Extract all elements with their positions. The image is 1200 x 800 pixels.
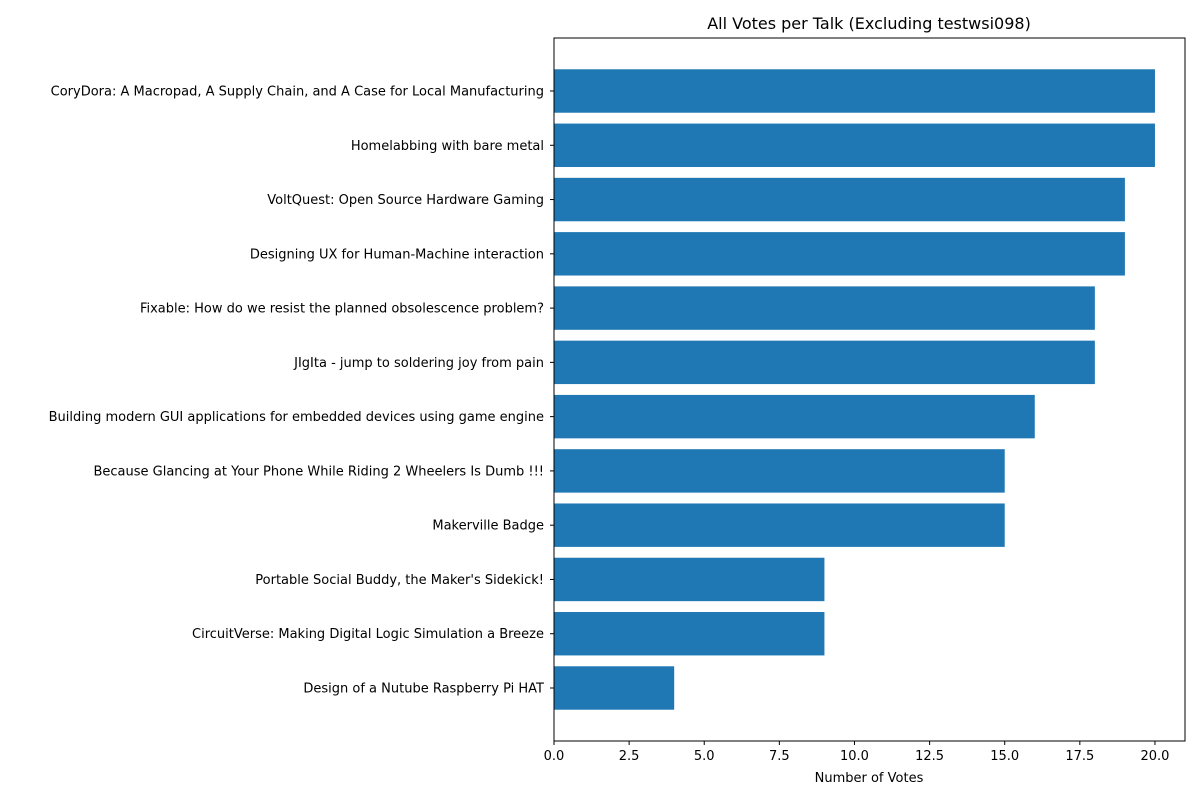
x-tick-label: 10.0 <box>840 749 869 764</box>
plot-frame <box>553 37 1186 742</box>
bar-10 <box>554 557 825 602</box>
x-tick-label: 20.0 <box>1140 749 1169 764</box>
x-tick-label: 7.5 <box>769 749 790 764</box>
category-label: JIgIta - jump to soldering joy from pain <box>293 356 544 371</box>
chart-title: All Votes per Talk (Excluding testwsi098… <box>707 14 1031 33</box>
category-label: Homelabbing with bare metal <box>351 139 544 154</box>
category-label: Portable Social Buddy, the Maker's Sidek… <box>255 573 544 588</box>
bars-group <box>554 69 1155 710</box>
bar-7 <box>554 394 1035 439</box>
x-tick-label: 2.5 <box>619 749 640 764</box>
category-label: Because Glancing at Your Phone While Rid… <box>93 464 544 479</box>
bar-1 <box>554 69 1155 113</box>
bar-4 <box>554 232 1125 276</box>
x-axis-ticks: 0.0 2.5 5.0 7.5 10.0 12.5 15.0 17.5 20.0 <box>544 741 1169 764</box>
x-tick-label: 0.0 <box>544 749 565 764</box>
bar-2 <box>554 123 1155 167</box>
x-tick-label: 15.0 <box>990 749 1019 764</box>
category-labels: CoryDora: A Macropad, A Supply Chain, an… <box>49 85 554 697</box>
category-label: CoryDora: A Macropad, A Supply Chain, an… <box>51 85 544 100</box>
category-label: CircuitVerse: Making Digital Logic Simul… <box>192 627 544 642</box>
category-label: Design of a Nutube Raspberry Pi HAT <box>303 682 544 697</box>
category-label: Designing UX for Human-Machine interacti… <box>250 247 544 262</box>
bar-12 <box>554 666 675 710</box>
category-label: Building modern GUI applications for emb… <box>49 410 544 425</box>
x-tick-label: 5.0 <box>694 749 715 764</box>
bar-3 <box>554 177 1125 222</box>
bar-8 <box>554 449 1005 493</box>
x-tick-label: 17.5 <box>1065 749 1094 764</box>
bar-9 <box>554 503 1005 547</box>
bar-11 <box>554 612 825 656</box>
bar-5 <box>554 286 1095 330</box>
category-label: VoltQuest: Open Source Hardware Gaming <box>267 193 544 208</box>
category-label: Fixable: How do we resist the planned ob… <box>140 302 544 317</box>
x-tick-label: 12.5 <box>915 749 944 764</box>
x-axis-label: Number of Votes <box>815 771 924 786</box>
category-label: Makerville Badge <box>432 519 544 534</box>
bar-6 <box>554 340 1095 385</box>
